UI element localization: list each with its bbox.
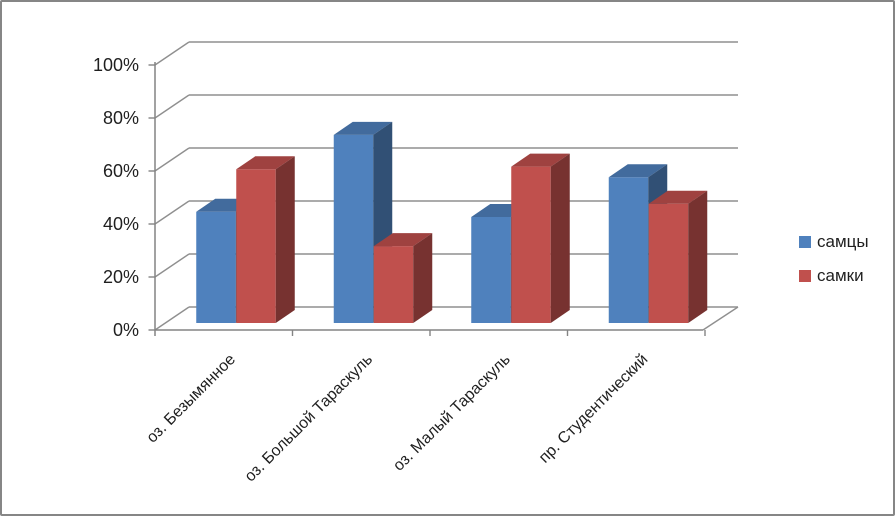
y-axis-tick-label: 20%	[102, 267, 139, 287]
y-axis-tick-label: 80%	[102, 108, 139, 128]
legend-item-males: самцы	[799, 232, 869, 252]
legend-label-females: самки	[817, 266, 864, 285]
legend-swatch-males	[799, 236, 811, 248]
legend-item-females: самки	[799, 266, 864, 286]
y-axis-tick-label: 0%	[112, 320, 139, 340]
y-axis-tick-label: 60%	[102, 161, 139, 181]
y-axis-tick-label: 100%	[92, 55, 139, 75]
legend-label-males: самцы	[817, 232, 869, 251]
legend-swatch-females	[799, 270, 811, 282]
y-axis-tick-label: 40%	[102, 214, 139, 234]
